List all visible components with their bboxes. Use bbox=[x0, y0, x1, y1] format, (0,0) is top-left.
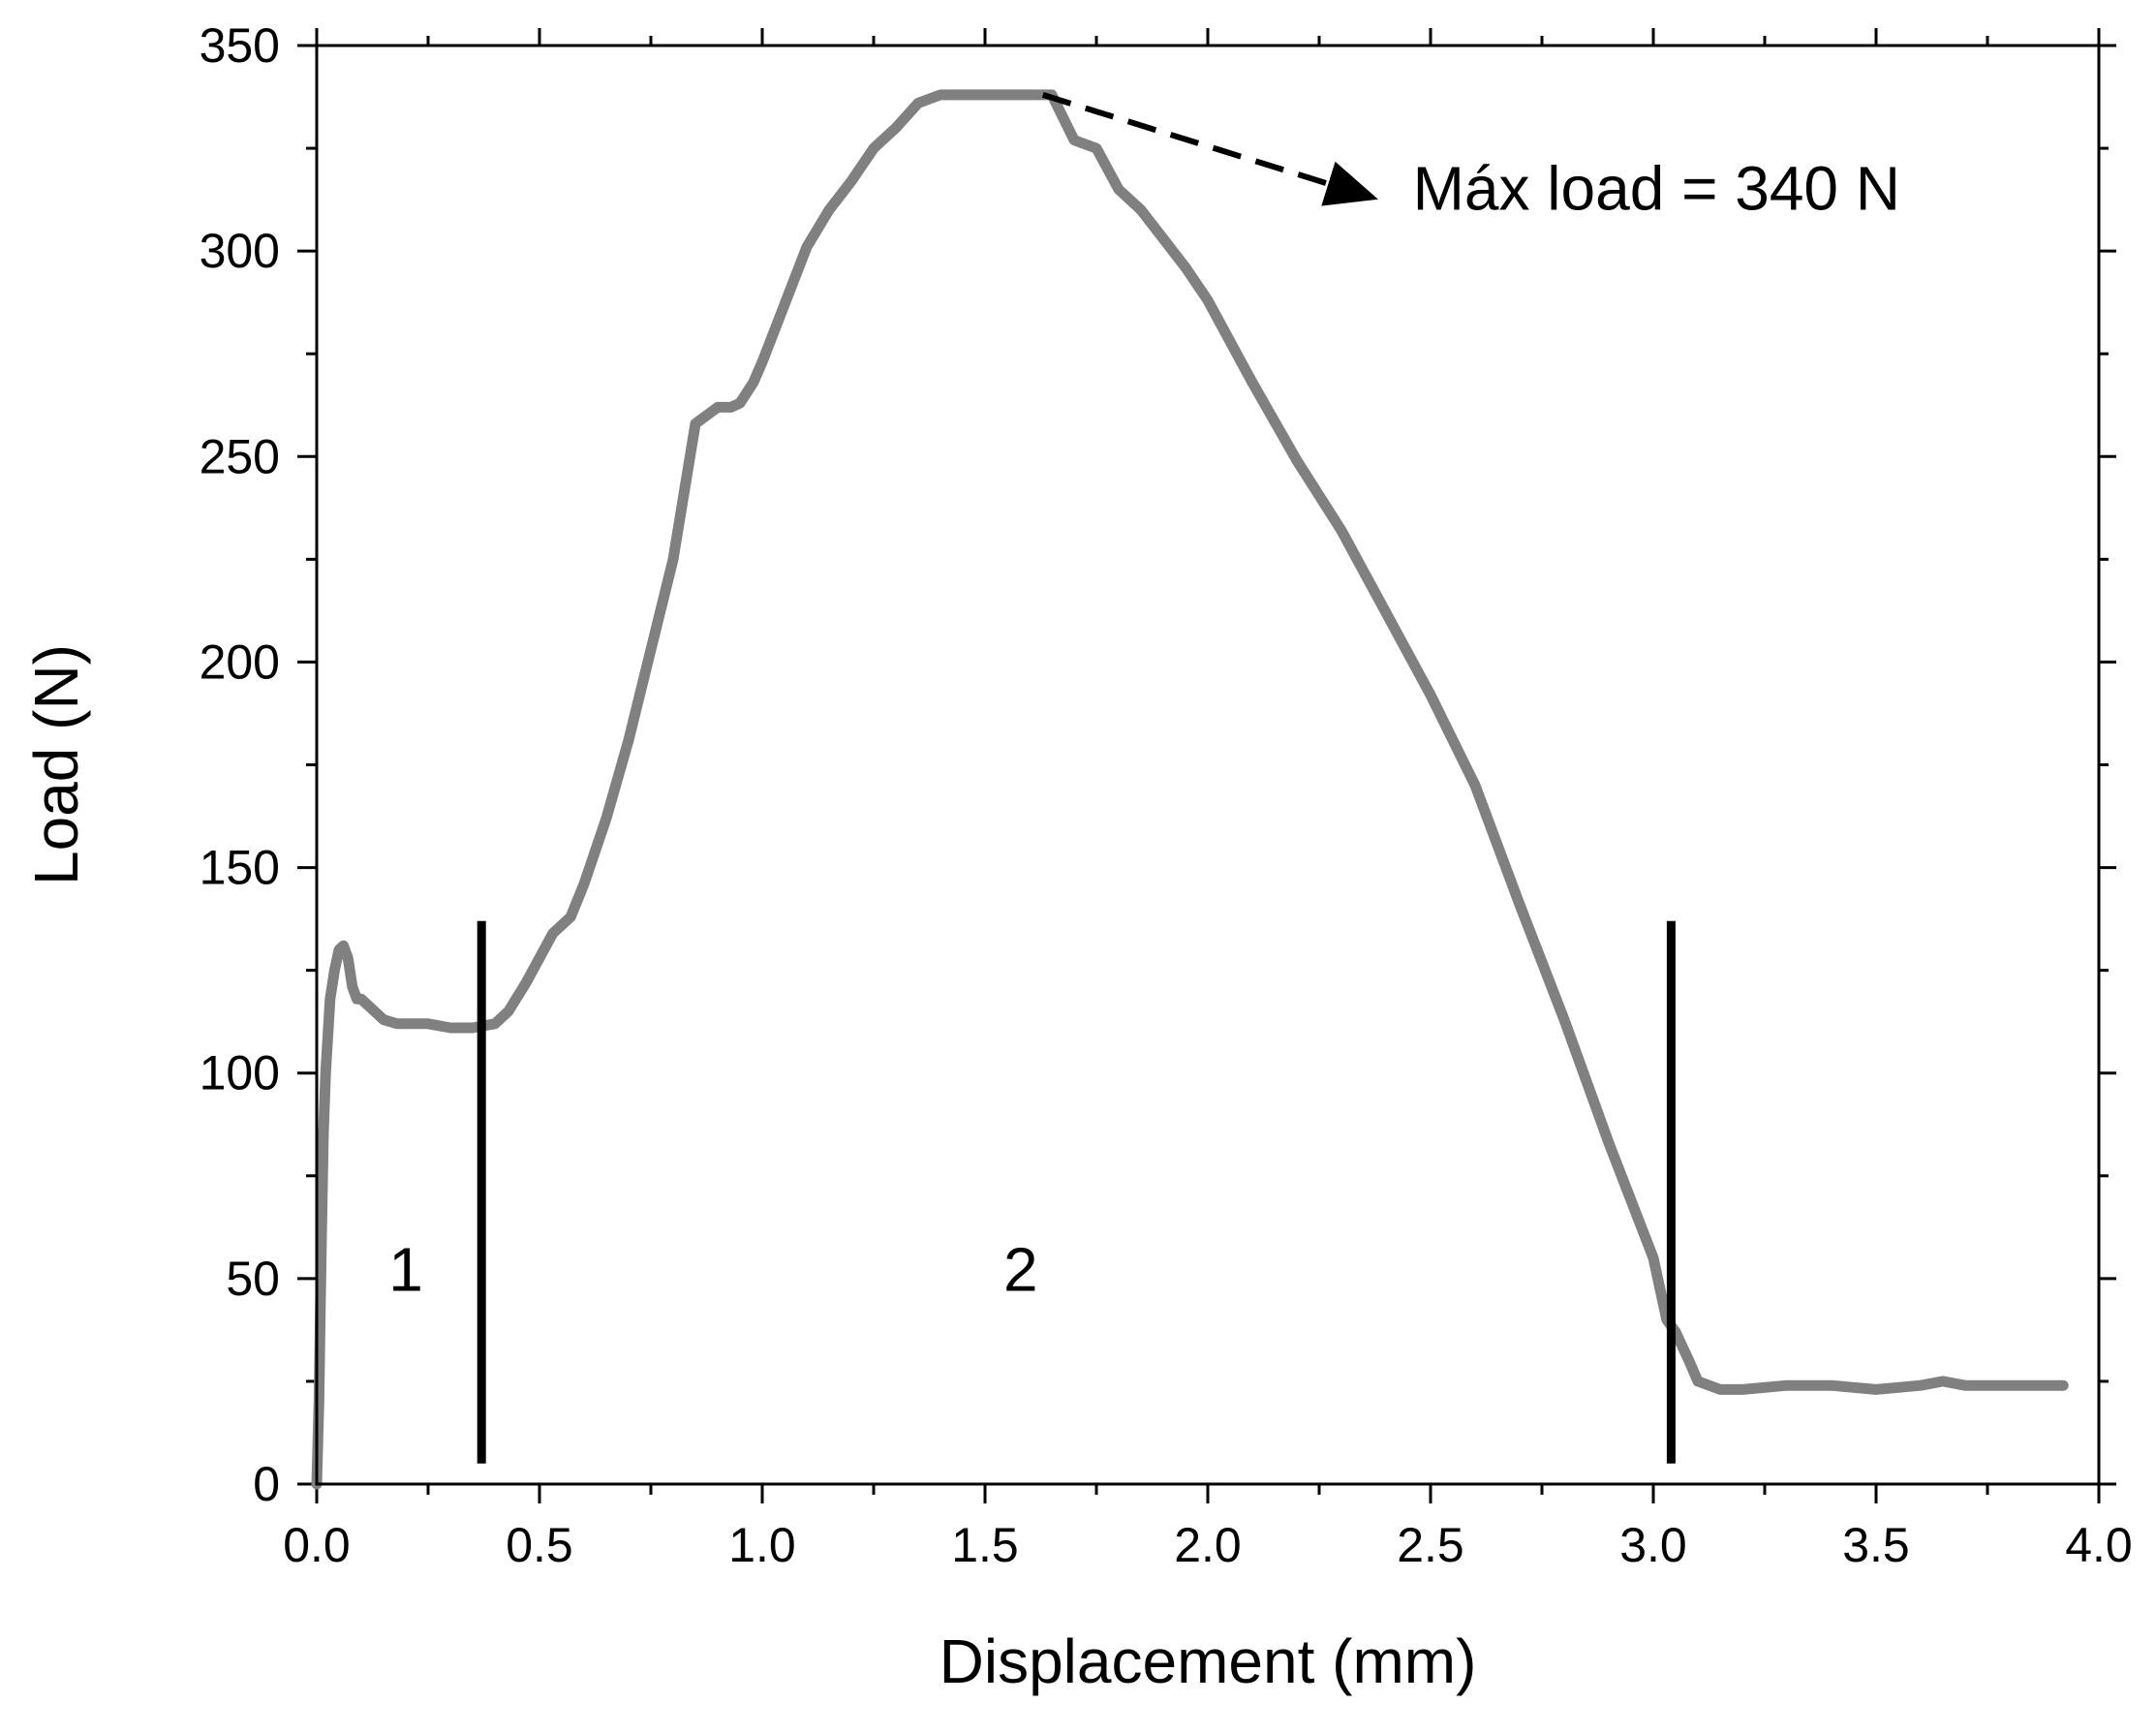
vertical-markers bbox=[477, 920, 1676, 1464]
x-tick-label: 3.5 bbox=[1842, 1518, 1910, 1572]
y-tick-label: 200 bbox=[200, 635, 280, 689]
y-tick-label: 150 bbox=[200, 841, 280, 895]
x-tick-label: 3.0 bbox=[1619, 1518, 1687, 1572]
y-tick-label: 50 bbox=[226, 1252, 280, 1306]
y-tick-label: 100 bbox=[200, 1046, 280, 1100]
region-label-1: 1 bbox=[388, 1235, 423, 1305]
x-tick-label: 0.0 bbox=[283, 1518, 351, 1572]
y-tick-label: 0 bbox=[253, 1457, 280, 1511]
y-tick-label: 350 bbox=[200, 18, 280, 73]
x-tick-label: 0.5 bbox=[506, 1518, 573, 1572]
plot-frame bbox=[315, 44, 2101, 1486]
region-label-2: 2 bbox=[1003, 1235, 1038, 1305]
y-tick-label: 250 bbox=[200, 429, 280, 483]
y-axis-title: Load (N) bbox=[21, 644, 91, 885]
max-load-annotation: Máx load = 340 N bbox=[1413, 154, 1900, 224]
series-line-load-displacement bbox=[311, 89, 2069, 1490]
x-tick-label: 1.0 bbox=[728, 1518, 796, 1572]
x-tick-label: 2.5 bbox=[1397, 1518, 1464, 1572]
x-tick-label: 4.0 bbox=[2065, 1518, 2133, 1572]
x-tick-label: 1.5 bbox=[951, 1518, 1019, 1572]
y-axis-ticks: 0 50 100 150 200 250 300 350 bbox=[200, 18, 2116, 1511]
y-tick-label: 300 bbox=[200, 224, 280, 278]
max-load-arrow bbox=[1041, 92, 1378, 206]
x-tick-label: 2.0 bbox=[1174, 1518, 1242, 1572]
x-axis-ticks: 0.0 0.5 1.0 1.5 2.0 2.5 3.0 3.5 4.0 bbox=[283, 28, 2133, 1572]
x-axis-title: Displacement (mm) bbox=[939, 1626, 1477, 1696]
